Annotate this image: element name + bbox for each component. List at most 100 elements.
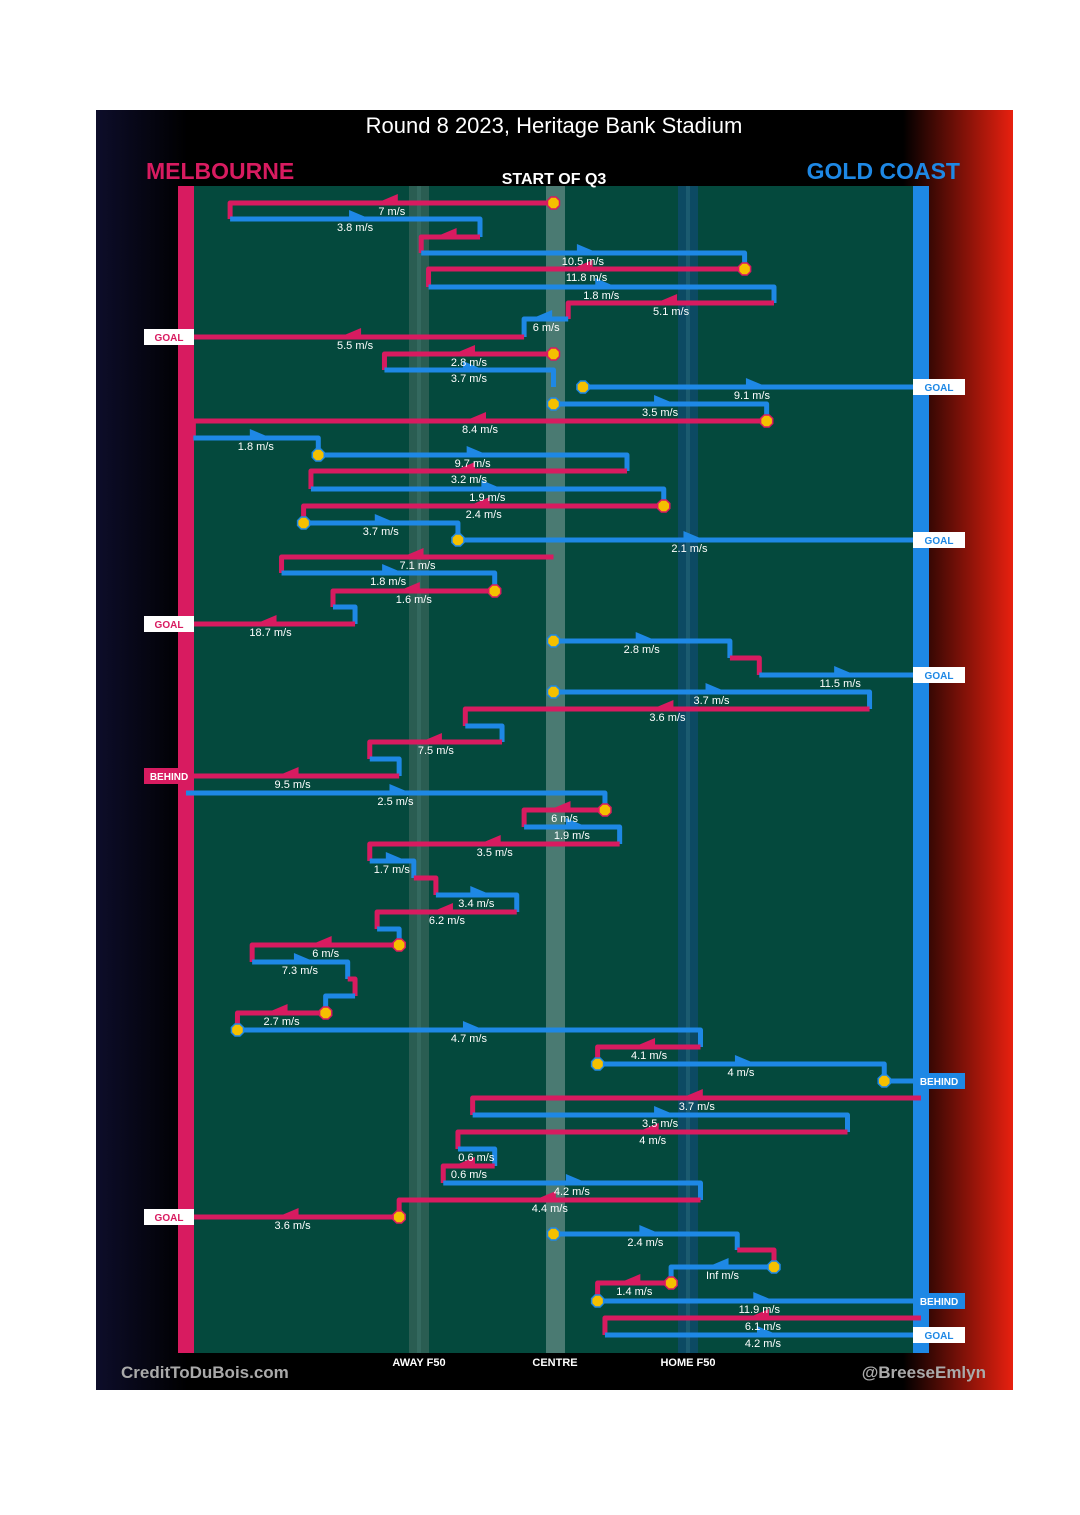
score-badge-20 <box>913 532 965 548</box>
chain-arrow-36 <box>551 801 571 809</box>
chain-start-marker-61 <box>546 1227 561 1241</box>
chain-label-50: 4.1 m/s <box>631 1050 668 1062</box>
chain-label-49: 4.7 m/s <box>451 1033 488 1045</box>
chain-label-48: 2.7 m/s <box>264 1016 301 1028</box>
score-badge-11 <box>913 379 965 395</box>
chain-arrow-55 <box>639 1123 659 1131</box>
score-badge-67 <box>913 1327 965 1343</box>
chain-label-22: 1.8 m/s <box>370 576 407 588</box>
chain-arrow-53 <box>683 1089 703 1097</box>
axis-label-away-f50: AWAY F50 <box>392 1357 445 1369</box>
chain-label-45: 7.3 m/s <box>282 965 319 977</box>
away-f50-line <box>417 186 421 1353</box>
chain-segment-61 <box>553 1231 740 1250</box>
chain-label-7: 6 m/s <box>533 322 560 334</box>
chain-label-18: 2.4 m/s <box>466 509 503 521</box>
chain-label-63: Inf m/s <box>706 1270 740 1282</box>
chain-arrow-54 <box>654 1106 674 1114</box>
chain-arrow-1 <box>349 210 369 218</box>
chain-arrow-29 <box>705 683 725 691</box>
chain-arrow-44 <box>312 936 332 944</box>
chain-segment-44 <box>249 942 400 962</box>
chain-segment-58 <box>443 1180 703 1200</box>
chain-label-34: 9.5 m/s <box>275 779 312 791</box>
chain-segment-54 <box>472 1112 850 1132</box>
chain-label-8: 5.5 m/s <box>337 340 374 352</box>
chain-arrow-34 <box>279 767 299 775</box>
chain-label-0: 7 m/s <box>378 206 405 218</box>
chain-arrow-14 <box>249 429 269 437</box>
chain-arrow-4 <box>573 260 593 268</box>
chain-start-marker-48 <box>318 1006 333 1020</box>
chain-segment-39 <box>369 858 417 878</box>
chain-arrow-8 <box>342 328 362 336</box>
chain-arrow-58 <box>565 1174 585 1182</box>
chain-arrow-12 <box>654 395 674 403</box>
axis-label-centre: CENTRE <box>532 1357 577 1369</box>
chain-arrow-60 <box>279 1208 299 1216</box>
chain-start-marker-20 <box>451 533 465 547</box>
score-badge-label-20: GOAL <box>925 536 954 547</box>
chain-segment-7 <box>521 316 569 337</box>
chain-segment-36 <box>521 807 605 827</box>
chain-segment-6 <box>565 300 774 319</box>
score-badge-28 <box>913 667 965 683</box>
gold-coast-label: GOLD COAST <box>807 158 960 184</box>
chain-arrow-57 <box>455 1157 475 1165</box>
chain-label-66: 6.1 m/s <box>745 1321 782 1333</box>
chain-label-17: 1.9 m/s <box>469 492 506 504</box>
score-badge-label-60: GOAL <box>155 1213 184 1224</box>
chain-segment-49 <box>237 1027 703 1047</box>
chain-start-marker-65 <box>590 1294 605 1308</box>
chain-start-marker-51 <box>590 1057 605 1071</box>
chain-segment-42 <box>374 909 517 929</box>
chain-label-36: 6 m/s <box>551 813 578 825</box>
chain-start-marker-19 <box>296 516 311 530</box>
chain-arrow-37 <box>565 818 585 826</box>
chain-label-5: 1.8 m/s <box>583 290 620 302</box>
chain-arrow-9 <box>455 345 475 353</box>
chain-label-60: 3.6 m/s <box>275 1220 312 1232</box>
chain-arrow-19 <box>374 514 394 522</box>
chain-segment-37 <box>524 824 623 844</box>
chain-label-30: 3.6 m/s <box>649 712 686 724</box>
score-badge-label-28: GOAL <box>925 671 954 682</box>
chain-label-20: 2.1 m/s <box>671 543 708 555</box>
score-badge-label-67: GOAL <box>925 1331 954 1342</box>
chain-segment-30 <box>462 706 870 726</box>
chain-label-37: 1.9 m/s <box>554 830 591 842</box>
chain-label-58: 4.2 m/s <box>554 1186 591 1198</box>
score-badge-label-11: GOAL <box>925 383 954 394</box>
axis-label-home-f50: HOME F50 <box>660 1357 715 1369</box>
chain-arrow-38 <box>481 835 501 843</box>
chain-arrow-41 <box>470 886 490 894</box>
chart-title: Round 8 2023, Heritage Bank Stadium <box>366 113 743 138</box>
chain-start-marker-11 <box>576 380 590 394</box>
chain-segment-31 <box>465 723 505 742</box>
chain-label-38: 3.5 m/s <box>477 847 514 859</box>
chain-arrow-65 <box>753 1292 773 1300</box>
home-f50-line <box>686 186 690 1353</box>
chain-arrow-66 <box>749 1309 769 1317</box>
chain-label-26: 2.8 m/s <box>624 644 661 656</box>
footer-handle: @BreeseEmlyn <box>862 1363 986 1382</box>
chain-segment-21 <box>279 554 554 573</box>
chain-start-marker-0 <box>546 196 561 210</box>
chain-label-10: 3.7 m/s <box>451 373 488 385</box>
chain-arrow-35 <box>389 784 409 792</box>
chain-start-marker-64 <box>664 1276 678 1290</box>
chain-start-marker-36 <box>598 803 612 817</box>
chain-arrow-23 <box>400 582 420 590</box>
chain-segment-16 <box>308 468 627 489</box>
centre-band <box>546 186 565 1353</box>
chain-label-9: 2.8 m/s <box>451 357 488 369</box>
score-badge-8 <box>144 329 194 345</box>
chain-arrow-39 <box>385 852 405 860</box>
chain-label-64: 1.4 m/s <box>616 1286 653 1298</box>
chain-arrow-11 <box>745 378 765 386</box>
score-badge-label-25: GOAL <box>155 620 184 631</box>
chain-arrow-15 <box>466 446 486 454</box>
chain-label-25: 18.7 m/s <box>249 627 292 639</box>
chain-arrow-42 <box>433 903 453 911</box>
